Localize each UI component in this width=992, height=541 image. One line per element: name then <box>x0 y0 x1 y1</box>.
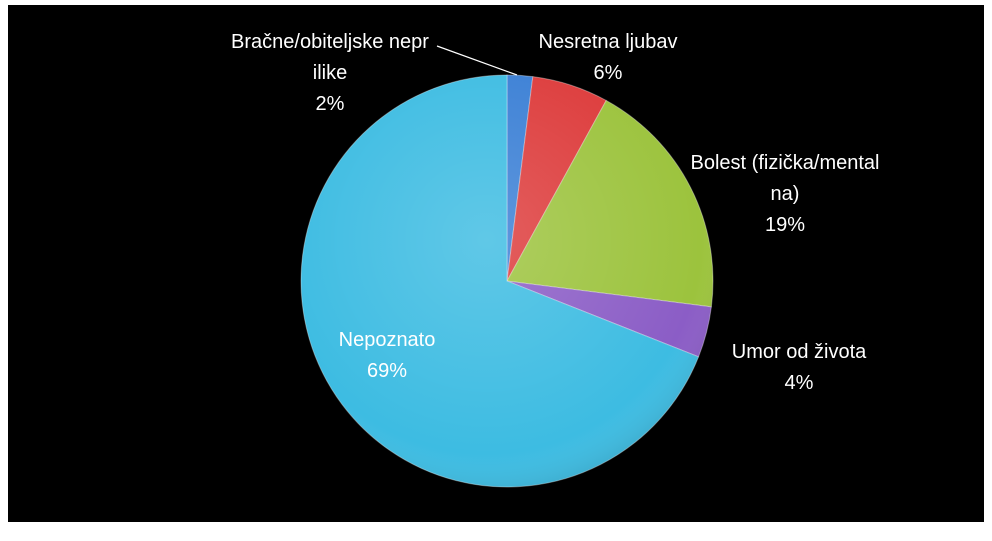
slice-label: Nesretna ljubav 6% <box>508 27 708 89</box>
category-name: Bračne/obiteljske neprilike <box>231 31 429 84</box>
slice-label: Umor od života 4% <box>699 337 899 399</box>
value-label: 19% <box>764 214 806 236</box>
category-name: Nesretna ljubav <box>538 31 678 53</box>
category-name: Umor od života <box>731 341 867 363</box>
slice-label: Bračne/obiteljske neprilike 2% <box>230 27 430 120</box>
value-label: 2% <box>315 93 345 115</box>
value-label: 69% <box>366 360 408 382</box>
value-label: 6% <box>593 62 623 84</box>
slice-label: Bolest (fizička/mentalna) 19% <box>690 148 880 241</box>
leader-line <box>436 45 518 76</box>
slice-label: Nepoznato 69% <box>307 325 467 387</box>
value-label: 4% <box>784 372 814 394</box>
category-name: Bolest (fizička/mentalna) <box>690 152 880 205</box>
category-name: Nepoznato <box>338 329 436 351</box>
